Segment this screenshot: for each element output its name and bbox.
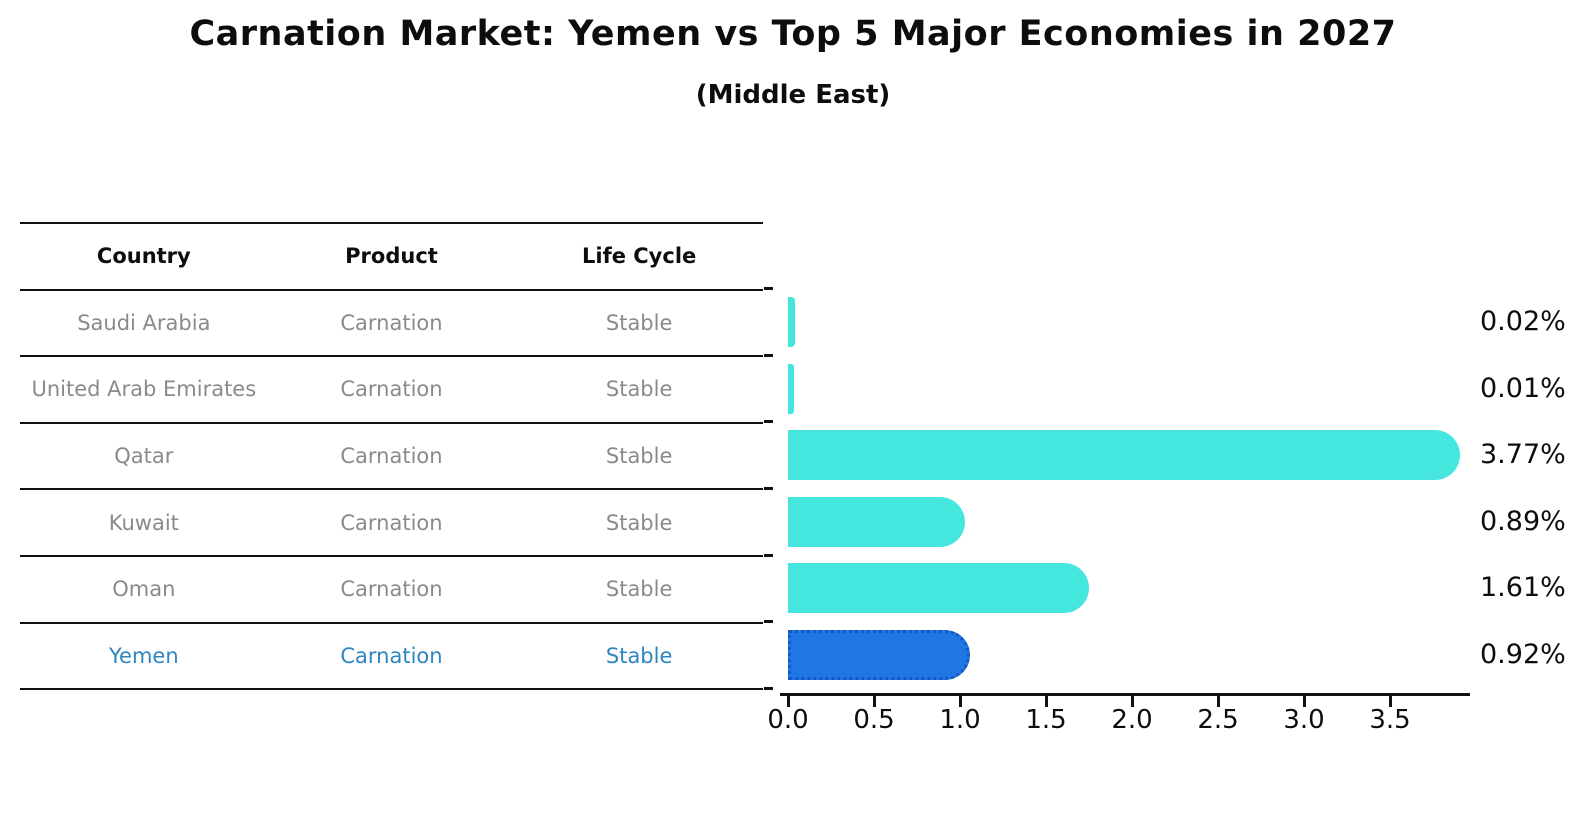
- x-axis-tick-label: 1.5: [1025, 705, 1067, 735]
- table-cell-product: Carnation: [340, 577, 443, 602]
- x-axis-tick-label: 0.5: [853, 705, 895, 735]
- table-cell-product: Carnation: [340, 310, 443, 335]
- bar-value-label: 0.01%: [1480, 372, 1566, 404]
- country-table: Country Product Life Cycle Saudi Arabia Carn…: [20, 222, 763, 691]
- table-cell-country: Saudi Arabia: [77, 310, 211, 335]
- table-row: Saudi Arabia Carnation Stable: [20, 291, 763, 358]
- x-axis-tick: [787, 696, 790, 707]
- table-cell-product: Carnation: [340, 510, 443, 535]
- x-axis-tick: [1045, 696, 1048, 707]
- bar-saudi-arabia: [788, 296, 796, 347]
- table-row: Qatar Carnation Stable: [20, 424, 763, 491]
- bar-value-label: 0.92%: [1480, 638, 1566, 670]
- bar-value-label: 1.61%: [1480, 572, 1566, 604]
- y-axis-tick: [764, 353, 773, 357]
- x-axis-line: [780, 693, 1470, 696]
- x-axis-tick: [1131, 696, 1134, 707]
- y-axis-tick: [764, 686, 773, 690]
- table-cell-life-cycle: Stable: [605, 444, 673, 469]
- y-axis-tick: [764, 553, 773, 557]
- x-axis-tick: [1389, 696, 1392, 707]
- bar-kuwait: [788, 496, 966, 547]
- table-row: United Arab Emirates Carnation Stable: [20, 357, 763, 424]
- x-axis-tick-label: 3.0: [1283, 705, 1325, 735]
- bar-value-label: 0.89%: [1480, 505, 1566, 537]
- y-axis-tick: [764, 287, 773, 291]
- chart-title: Carnation Market: Yemen vs Top 5 Major E…: [189, 14, 1397, 54]
- table-header-row: Country Product Life Cycle: [20, 224, 763, 291]
- table-cell-life-cycle: Stable: [605, 377, 673, 402]
- table-cell-life-cycle: Stable: [605, 577, 673, 602]
- bar-united-arab-emirates: [788, 363, 794, 414]
- table-cell-country: Oman: [112, 577, 176, 602]
- table-cell-life-cycle: Stable: [605, 510, 673, 535]
- x-axis-tick-label: 3.5: [1369, 705, 1411, 735]
- table-cell-product: Carnation: [340, 643, 443, 668]
- x-axis-tick: [1217, 696, 1220, 707]
- table-cell-country: Kuwait: [108, 510, 179, 535]
- table-cell-product: Carnation: [340, 444, 443, 469]
- chart-subtitle: (Middle East): [695, 80, 891, 110]
- x-axis-tick: [873, 696, 876, 707]
- bar-value-label: 0.02%: [1480, 305, 1566, 337]
- bar-highlight-yemen: [788, 629, 971, 680]
- table-cell-life-cycle: Stable: [605, 310, 673, 335]
- bar-value-label: 3.77%: [1480, 439, 1566, 471]
- table-cell-country: Yemen: [109, 643, 179, 668]
- table-row: Yemen Carnation Stable: [20, 624, 763, 689]
- x-axis-tick-label: 1.0: [939, 705, 981, 735]
- y-axis-tick: [764, 620, 773, 624]
- y-axis-tick: [764, 486, 773, 490]
- x-axis-tick-label: 2.0: [1111, 705, 1153, 735]
- x-axis-tick-label: 2.5: [1197, 705, 1239, 735]
- table-header-cell: Life Cycle: [582, 244, 697, 269]
- table-cell-country: Qatar: [114, 444, 174, 469]
- bar-oman: [788, 563, 1089, 614]
- table-header-cell: Product: [345, 244, 438, 269]
- y-axis-tick: [764, 420, 773, 424]
- x-axis-tick: [959, 696, 962, 707]
- table-row: Oman Carnation Stable: [20, 557, 763, 624]
- table-row: Kuwait Carnation Stable: [20, 490, 763, 557]
- x-axis-tick: [1303, 696, 1306, 707]
- table-cell-country: United Arab Emirates: [31, 377, 257, 402]
- table-cell-life-cycle: Stable: [605, 643, 673, 668]
- bar-qatar: [788, 430, 1461, 481]
- table-cell-product: Carnation: [340, 377, 443, 402]
- x-axis-tick-label: 0.0: [767, 705, 809, 735]
- table-header-cell: Country: [96, 244, 191, 269]
